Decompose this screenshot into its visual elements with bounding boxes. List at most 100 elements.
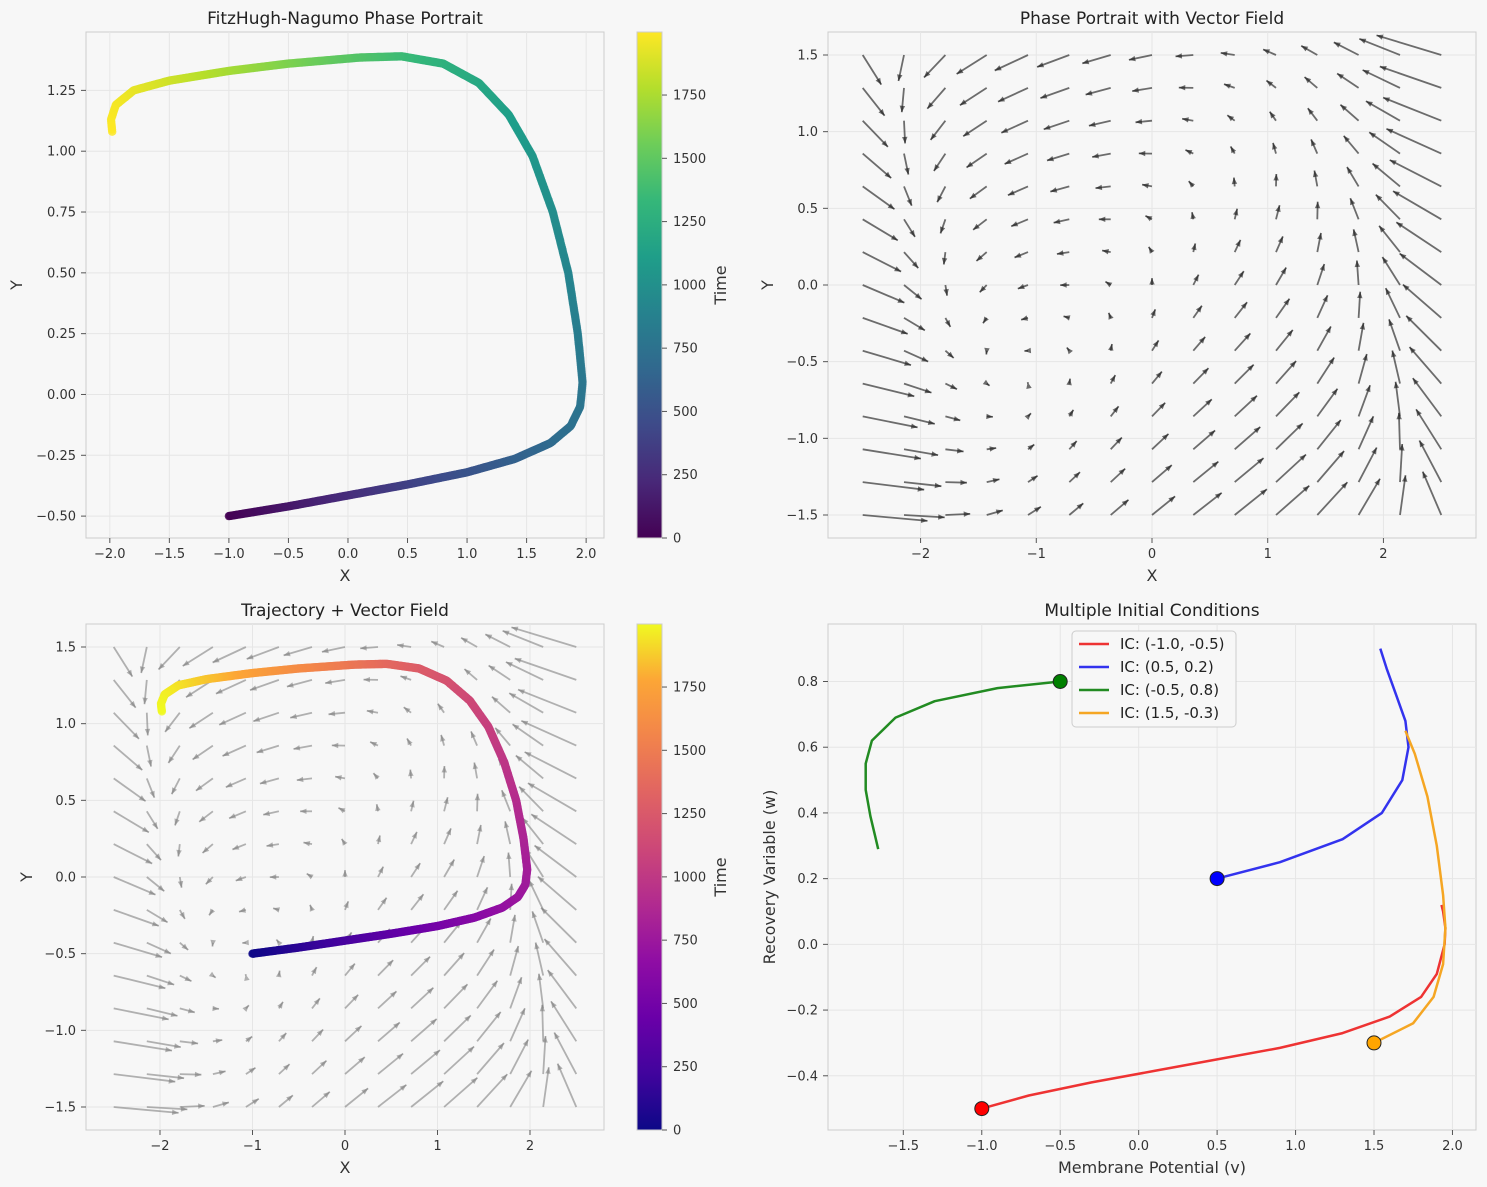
x-ticks: −2.0 −1.5 −1.0 −0.5 0.0 0.5 1.0 1.5 2.0 (94, 538, 596, 562)
vector-arrowhead (1095, 184, 1103, 191)
colorbar-tick-label: 500 (673, 997, 698, 1012)
vector-arrow (862, 284, 905, 304)
vector-arrowhead (1399, 253, 1407, 260)
vector-arrow (1421, 471, 1443, 516)
vector-arrowhead (251, 1098, 259, 1105)
vector-arrowhead (910, 423, 918, 429)
vector-arrowhead (1333, 42, 1341, 48)
x-tick-label: 0.0 (338, 547, 359, 562)
vector-arrowhead (397, 643, 404, 649)
vector-arrow (113, 1106, 179, 1114)
vector-arrowhead (503, 821, 510, 829)
vector-arrowhead (554, 1032, 560, 1040)
vector-arrowhead (944, 319, 951, 327)
vector-arrowhead (1098, 216, 1106, 222)
y-tick-label: 0.0 (797, 279, 818, 294)
vector-arrowhead (956, 448, 964, 454)
vector-arrowhead (403, 707, 411, 714)
vector-arrowhead (467, 1046, 475, 1053)
vector-arrowhead (471, 731, 476, 739)
vector-arrowhead (984, 347, 990, 355)
vector-arrowhead (522, 1039, 529, 1047)
vector-arrowhead (907, 392, 915, 398)
x-tick-label: 2.0 (1442, 1139, 1463, 1154)
vector-arrowhead (135, 763, 143, 771)
vector-arrowhead (1115, 437, 1122, 444)
vector-arrowhead (253, 716, 261, 722)
vector-arrowhead (283, 651, 291, 657)
vector-arrowhead (393, 1022, 400, 1029)
y-tick-label: 0.0 (55, 871, 76, 886)
vector-arrowhead (259, 779, 267, 785)
vector-arrowhead (286, 682, 294, 688)
vector-arrowhead (1311, 139, 1317, 147)
vector-arrowhead (1247, 364, 1254, 371)
vector-arrowhead (341, 838, 348, 846)
panel-multiple-initial-conditions: −1.5 −1.0 −0.5 0.0 0.5 1.0 1.5 2.0 −0.4 −0.2 0.0 0… (760, 601, 1477, 1177)
vector-arrowhead (171, 787, 177, 795)
vector-arrowhead (321, 647, 329, 654)
vector-arrowhead (534, 845, 542, 852)
vector-arrowhead (897, 74, 903, 81)
vector-arrowhead (1121, 499, 1129, 507)
vector-arrowhead (1152, 340, 1159, 348)
vector-arrowhead (1302, 485, 1310, 492)
vector-arrowhead (1233, 208, 1239, 216)
vector-arrowhead (303, 841, 311, 847)
vector-arrowhead (541, 907, 548, 915)
vector-arrowhead (1070, 441, 1077, 448)
vector-arrowhead (1343, 135, 1350, 143)
vector-arrowhead (1021, 315, 1029, 321)
colorbar-tick-label: 750 (673, 342, 698, 357)
vector-arrowhead (1393, 191, 1400, 197)
vector-arrowhead (148, 889, 156, 895)
vector-arrowhead (138, 795, 146, 802)
vector-arrow (524, 751, 577, 780)
y-tick-label: −0.5 (786, 355, 818, 370)
vector-arrowhead (409, 800, 415, 808)
x-tick-label: 1.0 (457, 547, 478, 562)
vector-arrowhead (414, 863, 421, 870)
vector-arrowhead (338, 807, 346, 814)
vector-arrow (443, 1045, 475, 1075)
vector-arrowhead (1132, 87, 1139, 93)
colorbar: 0 250 500 750 1000 1250 1500 1750 Time (636, 623, 730, 1139)
vector-arrowhead (144, 728, 151, 736)
vector-arrow (1357, 478, 1381, 516)
vector-arrowhead (1178, 85, 1186, 91)
vector-arrowhead (1158, 402, 1166, 410)
vector-arrowhead (194, 1071, 202, 1078)
y-tick-label: −1.5 (44, 1101, 76, 1116)
vector-arrowhead (1368, 416, 1374, 424)
initial-condition-marker (1052, 674, 1068, 689)
vector-arrowhead (163, 948, 171, 954)
y-tick-label: −0.5 (44, 947, 76, 962)
vector-arrow (862, 514, 928, 522)
vector-arrow (862, 218, 899, 242)
vector-arrowhead (152, 822, 158, 829)
vector-arrowhead (191, 1040, 199, 1046)
x-tick-label: −1.5 (154, 547, 186, 562)
x-tick-label: 0 (1148, 547, 1156, 562)
vector-arrowhead (1296, 423, 1303, 430)
vector-arrowhead (1357, 291, 1363, 299)
x-axis-label: X (340, 566, 351, 585)
series-line (1373, 730, 1447, 1045)
vector-arrowhead (1076, 503, 1084, 510)
vector-arrowhead (1011, 221, 1019, 227)
vector-arrowhead (399, 1084, 407, 1091)
vector-arrow (1357, 447, 1378, 483)
vector-arrowhead (235, 875, 243, 881)
vector-arrowhead (963, 130, 970, 137)
vector-arrowhead (512, 724, 520, 731)
y-tick-label: 0.5 (797, 202, 818, 217)
vector-arrowhead (900, 329, 908, 335)
vector-arrowhead (1168, 496, 1176, 503)
vector-arrowhead (1231, 177, 1238, 185)
y-tick-label: 1.00 (47, 145, 76, 160)
x-axis-label: Membrane Potential (v) (1058, 1158, 1246, 1177)
vector-arrowhead (1088, 121, 1096, 127)
vector-arrowhead (1082, 59, 1090, 65)
vector-arrow (113, 810, 150, 834)
vector-arrowhead (147, 759, 153, 767)
